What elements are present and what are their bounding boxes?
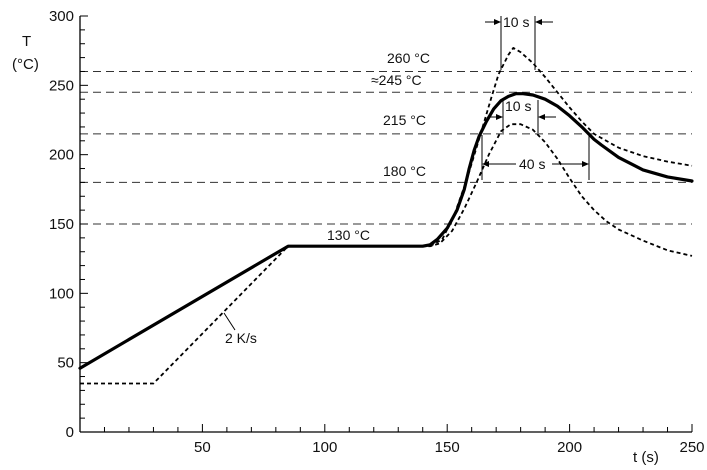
series-group	[78, 47, 694, 385]
series-line-solid	[78, 92, 694, 370]
series-line-dashed-2	[429, 47, 693, 247]
y-tick-label: 50	[57, 355, 74, 372]
ref-label-180: 180 °C	[383, 163, 426, 179]
y-tick-label: 300	[49, 8, 74, 25]
y-tick-label: 150	[49, 216, 74, 233]
dim-10s-top-arrowhead-right	[535, 19, 542, 25]
annotations: 130 °C 2 K/s 10 s 10 s 40 s	[223, 14, 590, 346]
y-axis-label-name: T	[22, 33, 31, 50]
x-tick-label: 200	[557, 439, 582, 456]
x-tick-label: 150	[435, 439, 460, 456]
y-tick-label: 100	[49, 285, 74, 302]
x-tick-label: 250	[679, 439, 704, 456]
x-axis-label: t (s)	[633, 449, 659, 466]
ref-label-260: 260 °C	[387, 50, 430, 66]
series-line-dashed-1	[80, 123, 693, 385]
dim-40s-arrowhead-right	[582, 161, 589, 167]
reference-lines	[80, 70, 692, 225]
ref-label-245: ≈245 °C	[371, 72, 422, 88]
dim-40s-arrowhead-left	[482, 161, 489, 167]
ramp-rate-leader	[223, 312, 236, 331]
y-axis-label-unit: (°C)	[12, 56, 39, 73]
soak-temp-label: 130 °C	[327, 227, 370, 243]
y-tick-label: 0	[66, 424, 74, 441]
dim-40s-label: 40 s	[519, 156, 545, 172]
ref-label-215: 215 °C	[383, 112, 426, 128]
dim-10s-mid-arrowhead-left	[496, 114, 503, 120]
dim-10s-top-label: 10 s	[503, 14, 529, 30]
y-tick-label: 250	[49, 77, 74, 94]
x-tick-label: 100	[312, 439, 337, 456]
reference-labels: 260 °C ≈245 °C 215 °C 180 °C	[371, 50, 430, 179]
tick-labels: 50 100 150 200 250 0 50 100 150 200 250 300	[49, 8, 705, 456]
dim-10s-mid-arrowhead-right	[538, 114, 545, 120]
dim-40s-label-bg	[516, 156, 552, 172]
dim-10s-mid-label: 10 s	[505, 98, 531, 114]
ramp-rate-label: 2 K/s	[225, 330, 257, 346]
dim-10s-top-arrowhead-left	[494, 19, 501, 25]
ticks	[79, 15, 693, 433]
x-tick-label: 50	[194, 439, 211, 456]
y-tick-label: 200	[49, 147, 74, 164]
